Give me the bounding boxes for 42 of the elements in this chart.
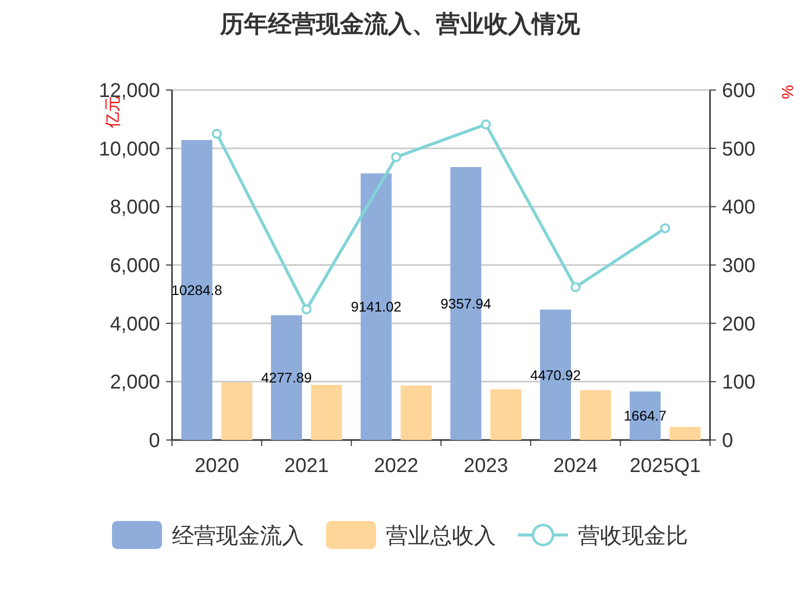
x-tick-label: 2023	[464, 455, 508, 477]
y-tick-label: 8,000	[110, 196, 160, 219]
point	[302, 304, 312, 314]
data-label: 9357.94	[440, 296, 492, 312]
y-tick-label: 0	[148, 430, 160, 452]
point	[212, 128, 222, 139]
x-tick-label: 2020	[194, 455, 240, 477]
bar	[490, 389, 522, 440]
x-tick-label: 2025Q1	[630, 455, 701, 477]
y2-tick-label: 300	[722, 255, 756, 277]
point	[570, 282, 580, 292]
y-tick-label: 6,000	[110, 255, 160, 277]
y-tick-label: 10,000	[98, 138, 160, 160]
x-tick-label: 2021	[284, 455, 329, 477]
bar	[400, 385, 432, 440]
legend-label: 经营现金流入	[172, 523, 304, 548]
point	[660, 223, 670, 234]
y2-tick-label: 500	[722, 138, 756, 160]
y2-axis-title: %	[778, 84, 795, 100]
point	[391, 152, 402, 162]
y2-tick-label: 100	[722, 372, 756, 394]
legend-label: 营收现金比	[578, 523, 688, 548]
point	[480, 119, 491, 130]
x-tick-label: 2024	[553, 455, 598, 477]
y-tick-label: 4,000	[110, 313, 160, 336]
x-tick-label: 2022	[374, 455, 418, 477]
legend-label: 营业总收入	[386, 523, 496, 548]
data-label: 4277.89	[261, 370, 312, 386]
data-label: 1664.7	[624, 408, 667, 424]
y2-tick-label: 400	[722, 196, 756, 219]
chart-title: 历年经营现金流入、营业收入情况	[219, 11, 581, 38]
bar	[311, 384, 342, 440]
bar	[670, 426, 701, 440]
y2-tick-label: 0	[722, 430, 734, 452]
bar	[580, 390, 611, 440]
bar	[221, 382, 252, 440]
y-tick-label: 2,000	[110, 372, 160, 394]
y2-tick-label: 600	[722, 80, 756, 102]
y2-tick-label: 200	[722, 313, 756, 336]
data-label: 9141.02	[350, 298, 402, 315]
data-label: 4470.92	[530, 366, 582, 383]
data-label: 10284.8	[172, 282, 222, 298]
